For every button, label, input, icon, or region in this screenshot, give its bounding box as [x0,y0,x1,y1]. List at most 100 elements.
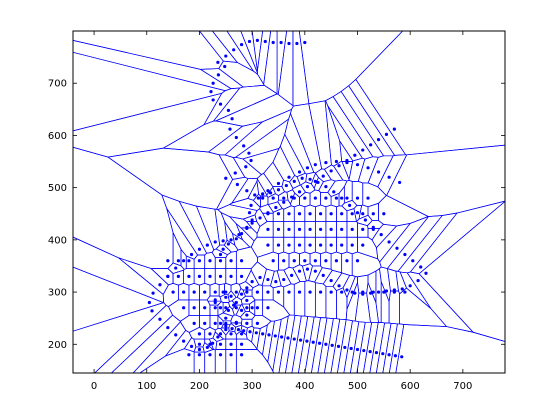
y-tick-label: 400 [48,235,67,246]
data-point [166,325,170,330]
data-point [305,185,310,189]
data-point [218,274,223,278]
data-point [284,183,288,188]
data-point [249,158,253,163]
data-point [324,196,328,200]
voronoi-cell [375,322,392,373]
data-point [208,353,212,357]
data-point [224,321,228,325]
data-point [303,259,307,263]
data-point [267,333,271,337]
data-point [319,243,323,247]
data-point [218,306,223,310]
data-point [230,117,234,121]
data-point [337,164,341,168]
data-point [239,292,244,296]
data-point [218,342,223,346]
voronoi-cell [355,31,505,156]
data-point [197,342,202,346]
data-point [300,176,304,180]
data-point [340,196,344,200]
data-point [329,278,333,283]
data-point [313,259,317,263]
data-point [234,135,238,140]
data-point [319,290,323,294]
data-point [174,333,178,337]
data-point [239,42,244,47]
data-point [319,212,323,216]
voronoi-cell [272,315,289,373]
voronoi-cell [350,321,366,373]
data-point [274,205,278,210]
data-point [158,283,162,287]
data-point [279,40,283,45]
data-point [224,176,228,180]
data-point [218,353,223,357]
data-point [166,274,170,278]
data-point [189,252,194,257]
data-point [334,259,339,263]
x-tick-label: 600 [401,381,420,392]
data-point [213,306,217,310]
data-point [368,349,372,354]
data-point [387,353,391,357]
data-point [245,313,249,317]
data-point [229,274,233,278]
data-point [224,54,228,58]
data-point [319,227,323,232]
data-point [297,269,302,273]
data-point [282,196,286,200]
data-point [297,243,302,247]
data-point [208,342,212,346]
data-point [218,332,223,336]
data-point [403,290,407,294]
data-point [384,289,389,293]
data-point [197,347,202,352]
data-point [236,328,241,332]
data-point [274,280,278,284]
data-point [255,38,259,43]
voronoi-cell [382,322,398,373]
data-point [363,218,367,222]
data-point [208,259,212,263]
data-point [239,308,244,312]
data-point [187,274,191,278]
data-point [235,182,239,187]
data-point [189,344,194,348]
data-point [182,290,186,294]
data-point [242,329,246,333]
data-point [362,348,366,353]
x-tick-label: 200 [190,381,209,392]
data-point [334,159,339,164]
data-point [387,175,391,179]
data-point [337,284,341,288]
data-point [234,321,238,325]
voronoi-cell [235,303,246,318]
data-point [250,218,254,222]
data-point [211,81,215,85]
data-point [369,143,373,147]
voronoi-cell [341,251,353,276]
data-point [208,274,212,278]
data-point [244,165,248,169]
data-point [216,60,220,64]
data-point [266,212,270,216]
data-point [232,48,236,52]
data-point [176,274,180,278]
data-point [253,193,257,197]
data-point [247,39,252,44]
x-tick-label: 500 [348,381,367,392]
data-point [361,148,365,152]
data-point [316,180,320,185]
data-point [266,243,270,247]
data-point [245,226,249,230]
data-point [329,169,333,173]
data-point [292,337,296,341]
data-point [292,179,296,183]
data-point [233,171,237,175]
data-point [374,351,379,355]
data-point [256,196,261,200]
data-point [324,259,328,263]
voronoi-cell [337,319,353,373]
